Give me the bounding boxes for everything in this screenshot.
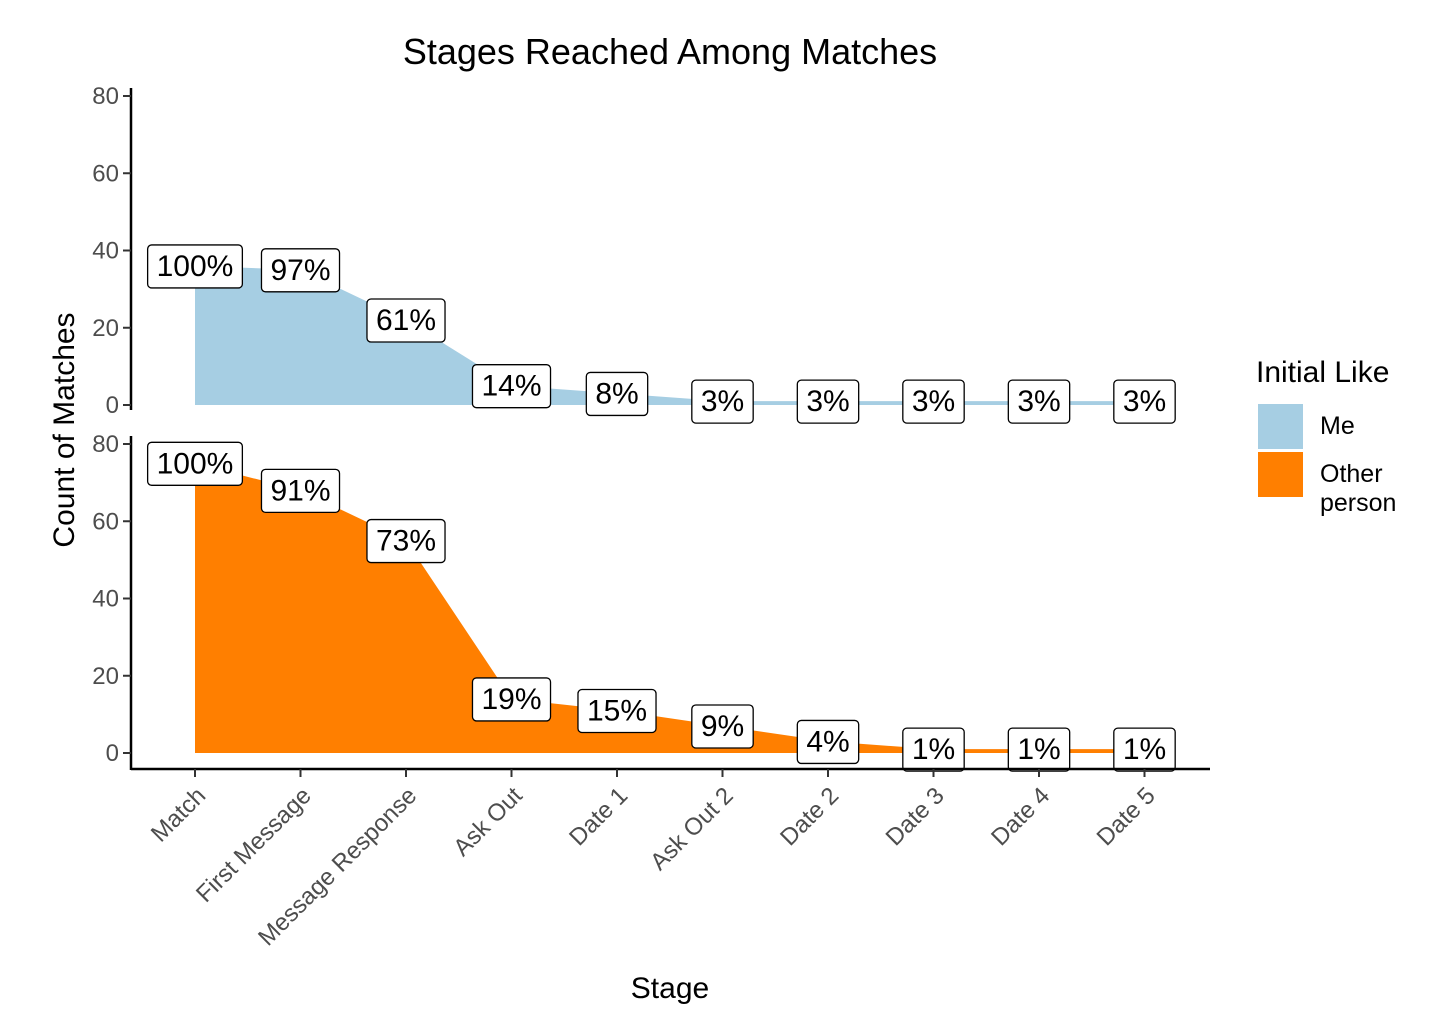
data-label: 73%	[366, 518, 446, 564]
facet-panel-other-person: 0 20 40 60 80 100% 91% 73% 19% 15% 9% 4% 1% 1% 1%	[92, 431, 1176, 772]
y-tick-label: 80	[92, 83, 119, 110]
x-tick-label: Date 5	[1092, 782, 1161, 851]
data-label: 100%	[146, 244, 244, 289]
data-label: 3%	[1113, 379, 1176, 424]
facet-panel-me: 0 20 40 60 80 100% 97% 61% 14% 8% 3% 3% 3% 3% 3%	[92, 83, 1176, 424]
data-label-text: 3%	[701, 385, 744, 418]
data-label-box	[585, 371, 649, 417]
data-label: 100%	[146, 441, 244, 486]
data-label-text: 19%	[481, 683, 541, 716]
data-label: 14%	[471, 364, 552, 409]
x-tick-label: Match	[146, 782, 211, 847]
data-label-text: 9%	[701, 710, 744, 743]
data-label-text: 61%	[376, 304, 436, 337]
data-label: 97%	[260, 248, 341, 293]
x-axis-title: Stage	[631, 972, 709, 1005]
data-label-text: 100%	[157, 250, 234, 283]
x-tick-label: Date 2	[775, 782, 844, 851]
y-tick-label: 60	[92, 160, 119, 187]
data-label-text: 4%	[806, 725, 849, 758]
legend-label: person	[1320, 489, 1396, 517]
data-label-text: 1%	[1123, 733, 1166, 766]
data-label: 3%	[796, 379, 860, 424]
legend-label: Other	[1320, 460, 1383, 488]
y-tick-label: 0	[106, 740, 119, 767]
legend-title: Initial Like	[1256, 356, 1389, 389]
data-label-box	[366, 518, 446, 564]
legend-item: Me	[1258, 404, 1355, 449]
data-label: 61%	[366, 298, 446, 343]
data-label-text: 1%	[1017, 733, 1060, 766]
data-label-box	[471, 364, 552, 409]
chart-title: Stages Reached Among Matches	[403, 31, 937, 72]
x-tick-label: Date 3	[881, 782, 950, 851]
x-tick-label: Ask Out 2	[645, 782, 739, 876]
data-label-box	[146, 441, 244, 486]
y-tick-label: 20	[92, 663, 119, 690]
x-tick-label: Ask Out	[448, 782, 528, 862]
data-label: 1%	[902, 727, 965, 772]
data-label: 1%	[1113, 727, 1176, 772]
data-label: 91%	[260, 468, 341, 514]
y-tick-label: 80	[92, 431, 119, 458]
y-tick-label: 20	[92, 315, 119, 342]
legend-label: Me	[1320, 412, 1355, 440]
data-label-box	[471, 677, 552, 722]
data-label: 1%	[1007, 727, 1071, 772]
data-label-box	[366, 298, 446, 343]
data-label-box	[146, 244, 244, 289]
data-label: 19%	[471, 677, 552, 722]
data-label-box	[796, 379, 860, 424]
data-label-text: 3%	[806, 385, 849, 418]
data-label-box	[1007, 379, 1071, 424]
data-label-text: 8%	[595, 377, 638, 410]
data-label: 8%	[585, 371, 649, 417]
data-label: 15%	[577, 688, 657, 734]
data-label-box	[902, 379, 965, 424]
data-label-text: 3%	[1017, 385, 1060, 418]
y-axis-title: Count of Matches	[48, 312, 81, 547]
area-me	[195, 265, 1145, 405]
data-label: 3%	[902, 379, 965, 424]
y-tick-label: 60	[92, 508, 119, 535]
data-label-text: 15%	[587, 695, 647, 728]
data-label-box	[796, 719, 860, 765]
data-label: 3%	[1007, 379, 1071, 424]
data-label-box	[691, 379, 754, 424]
data-label-text: 1%	[912, 733, 955, 766]
data-label-box	[1113, 379, 1176, 424]
data-label-text: 91%	[270, 474, 330, 507]
data-label-box	[260, 468, 341, 514]
data-label: 9%	[691, 704, 754, 749]
data-label-text: 3%	[1123, 385, 1166, 418]
y-tick-label: 40	[92, 586, 119, 613]
data-label-box	[260, 248, 341, 293]
data-label: 4%	[796, 719, 860, 765]
data-label-text: 97%	[270, 254, 330, 287]
y-tick-label: 40	[92, 238, 119, 265]
data-label-box	[577, 688, 657, 734]
data-label-box	[691, 704, 754, 749]
y-tick-label: 0	[106, 392, 119, 419]
data-label-text: 73%	[376, 525, 436, 558]
x-tick-label: Date 4	[986, 782, 1055, 851]
x-tick-label: Date 1	[564, 782, 633, 851]
data-label: 3%	[691, 379, 754, 424]
legend-key	[1258, 452, 1303, 497]
legend-key	[1258, 404, 1303, 449]
data-label-text: 14%	[481, 370, 541, 403]
data-label-text: 100%	[157, 447, 234, 480]
area-other-person	[195, 463, 1145, 753]
data-label-text: 3%	[912, 385, 955, 418]
